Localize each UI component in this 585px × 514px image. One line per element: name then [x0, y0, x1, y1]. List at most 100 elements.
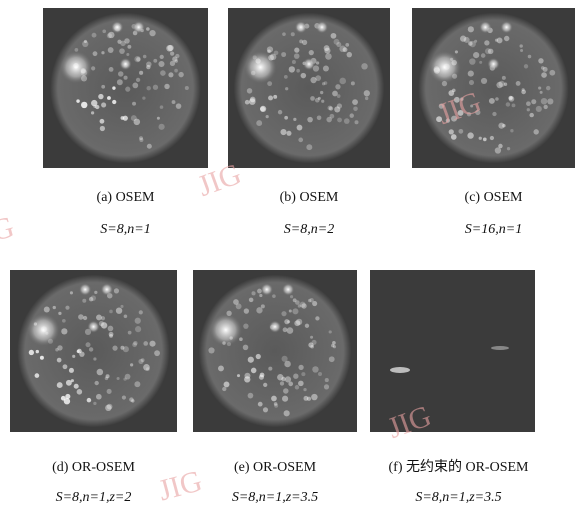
phantom-dot [531, 99, 536, 104]
phantom-dot [350, 113, 354, 117]
phantom-dot [331, 33, 337, 39]
phantom-dot [224, 381, 230, 387]
phantom-dot [458, 129, 463, 134]
phantom-dot [134, 381, 140, 387]
phantom-dot [83, 316, 87, 320]
phantom-dot [40, 356, 44, 360]
phantom-dot [72, 355, 75, 358]
phantom-dot [325, 53, 332, 60]
phantom-dot [460, 36, 466, 42]
phantom-dot [131, 399, 134, 402]
phantom-dot [185, 86, 189, 90]
phantom-dot [222, 387, 226, 391]
phantom-dot [120, 346, 124, 350]
phantom-dot [292, 60, 296, 64]
phantom-dot [229, 336, 232, 339]
panel-caption: (b) OSEM [280, 190, 339, 205]
phantom-dot [96, 394, 102, 400]
phantom-dot [293, 374, 298, 379]
phantom-dot [273, 95, 277, 99]
phantom-dot [178, 72, 183, 77]
phantom-dot [289, 66, 295, 72]
phantom-dot [339, 78, 346, 85]
phantom-dot [29, 350, 34, 355]
phantom-dot [337, 118, 342, 123]
phantom-dot [243, 345, 249, 351]
panel-params: S=8,n=1,z=2 [56, 490, 132, 505]
phantom-dot [541, 98, 548, 105]
phantom-dot [97, 369, 104, 376]
phantom-dot [329, 106, 333, 110]
phantom-dot [245, 100, 250, 105]
phantom-dot [353, 106, 358, 111]
phantom-dot [449, 129, 454, 134]
phantom-dot [98, 94, 103, 99]
phantom-dot [107, 389, 112, 394]
phantom-dot [114, 288, 119, 293]
phantom-dot [294, 47, 299, 52]
phantom-dot [506, 102, 510, 106]
phantom-dot [329, 356, 335, 362]
phantom-dot [125, 87, 130, 92]
phantom-dot [109, 67, 114, 72]
phantom-dot [533, 129, 538, 134]
phantom-dot [146, 27, 150, 31]
phantom-dot [344, 118, 350, 124]
streak [491, 346, 509, 350]
phantom-dot [488, 49, 493, 54]
panel-params: S=8,n=1,z=3.5 [415, 490, 501, 505]
phantom-dot [176, 103, 182, 109]
phantom-dot [442, 81, 447, 86]
phantom-dot [247, 88, 252, 93]
phantom-dot [58, 312, 61, 315]
phantom-dot [45, 332, 48, 335]
phantom-dot [267, 49, 271, 53]
phantom-dot [158, 124, 164, 130]
phantom-dot [543, 67, 548, 72]
phantom-dot [312, 340, 317, 345]
phantom-dot [251, 71, 256, 76]
phantom-dot [520, 49, 523, 52]
phantom-dot [147, 144, 152, 149]
phantom-dot [331, 344, 334, 347]
phantom-dot [434, 67, 440, 73]
phantom-dot [253, 55, 257, 59]
phantom-dot [538, 86, 541, 89]
phantom-dot [146, 86, 150, 90]
hot-spot [282, 283, 294, 295]
phantom-dot [93, 357, 96, 360]
phantom-dot [135, 326, 141, 332]
phantom-dot [329, 330, 332, 333]
phantom-dot [266, 115, 269, 118]
phantom-dot [504, 36, 509, 41]
phantom-dot [444, 64, 450, 70]
phantom-dot [107, 33, 112, 38]
phantom-dot [101, 51, 104, 54]
phantom-dot [62, 319, 66, 323]
phantom-dot [157, 117, 160, 120]
phantom-dot [516, 81, 521, 86]
phantom-dot [347, 52, 352, 57]
phantom-dot [93, 51, 98, 56]
phantom-dot [468, 41, 472, 45]
phantom-dot [301, 372, 305, 376]
phantom-dot [36, 350, 39, 353]
phantom-dot [284, 116, 288, 120]
phantom-dot [504, 82, 507, 85]
phantom-dot [158, 61, 164, 67]
phantom-dot [300, 302, 306, 308]
phantom-dot [139, 310, 143, 314]
watermark: JIG [155, 464, 205, 507]
phantom-dot [291, 32, 295, 36]
phantom-dot [321, 100, 324, 103]
phantom-dot [77, 350, 80, 353]
panel-image [193, 270, 357, 432]
phantom-dot [61, 328, 67, 334]
phantom-dot [41, 326, 47, 332]
phantom-dot [101, 322, 107, 328]
phantom-dot [117, 79, 123, 85]
phantom-dot [65, 394, 70, 399]
phantom-dot [107, 404, 113, 410]
phantom-dot [451, 134, 457, 140]
panel-params: S=16,n=1 [465, 222, 522, 237]
